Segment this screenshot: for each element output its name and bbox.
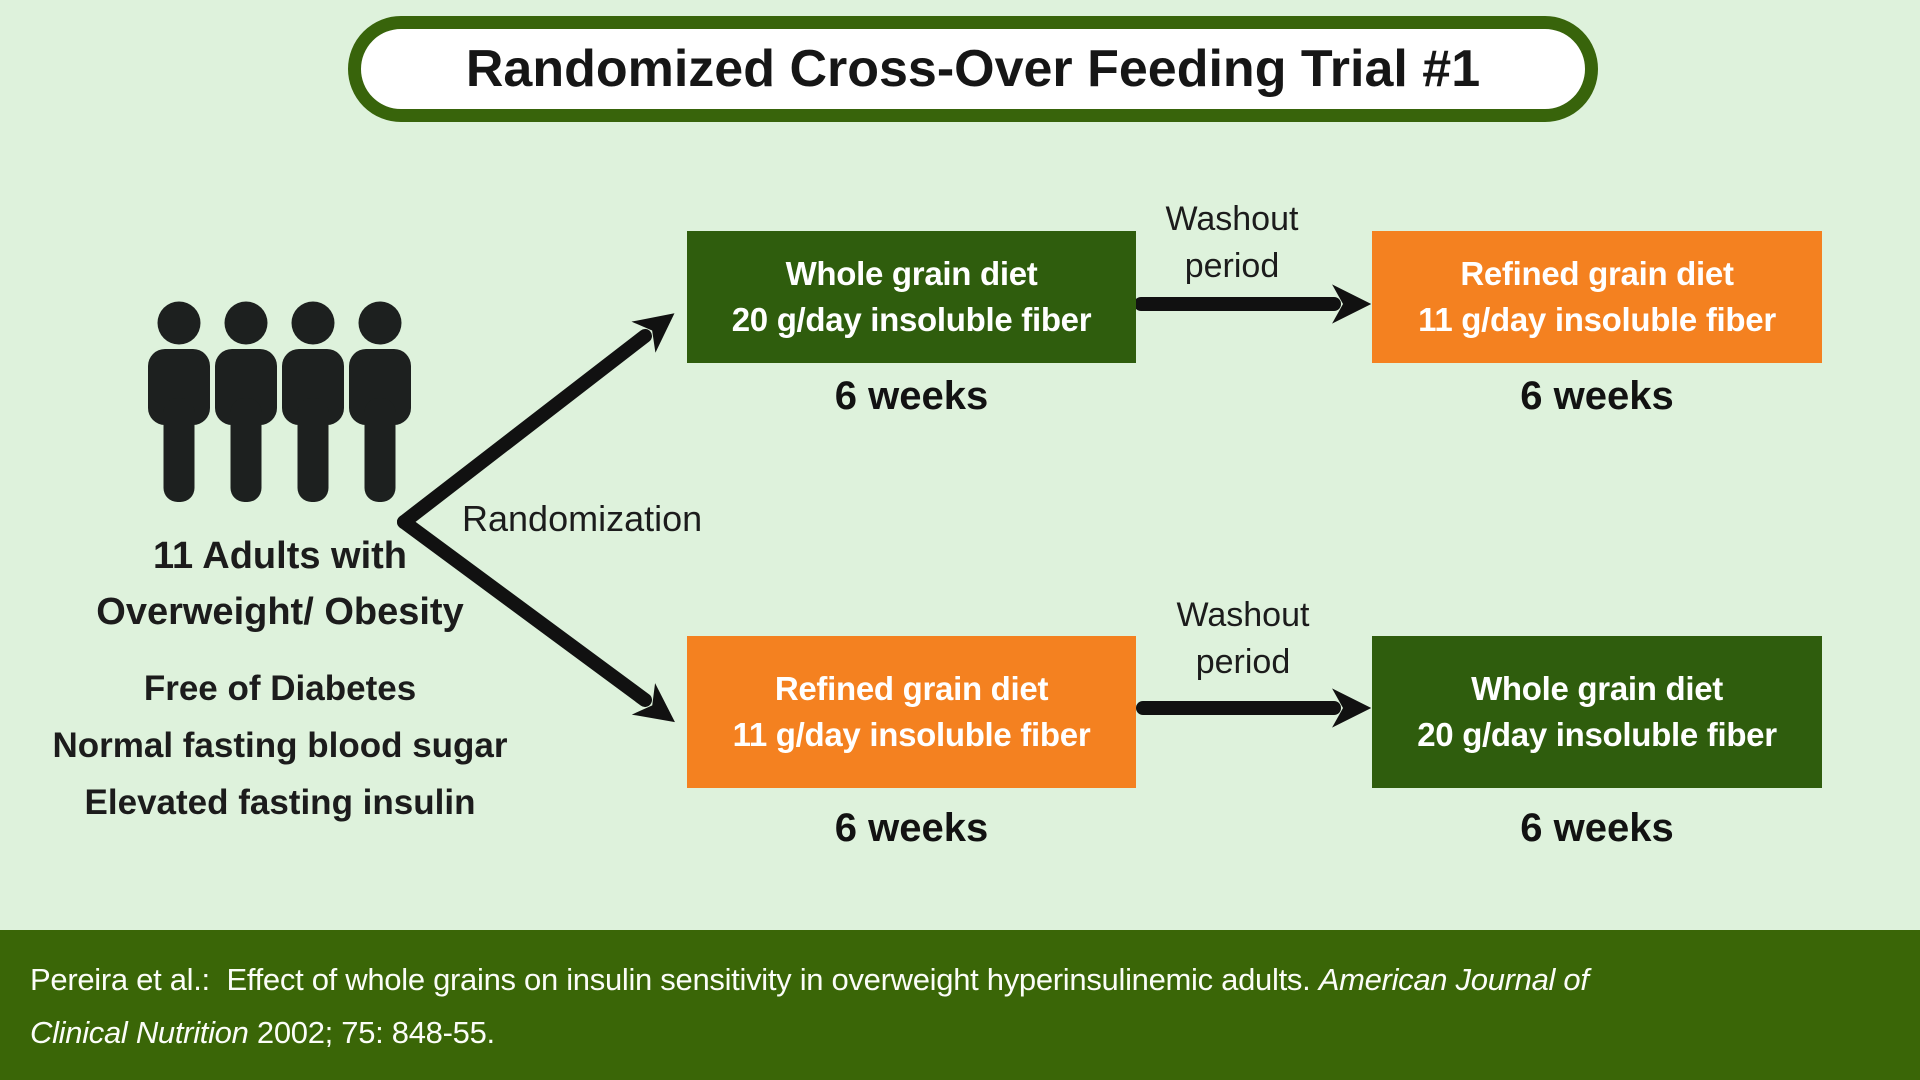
person-icon xyxy=(148,301,210,502)
criteria-line: Free of Diabetes xyxy=(143,669,417,708)
citation-journal-name: American Journal of xyxy=(1318,962,1589,997)
diet-box-subtitle: 20 g/day insoluble fiber xyxy=(1417,716,1777,753)
citation-text: Pereira et al.: Effect of whole grains o… xyxy=(30,962,1319,997)
washout-word: Washout xyxy=(1176,596,1310,634)
citation-journal-name: Clinical Nutrition xyxy=(30,1015,249,1050)
cohort-criteria: Free of Diabetes Normal fasting blood su… xyxy=(5,660,555,831)
diet-box-title: Refined grain diet xyxy=(774,670,1049,707)
diet-box-subtitle: 20 g/day insoluble fiber xyxy=(731,301,1092,338)
cohort-headline-line1: 11 Adults with xyxy=(152,535,408,577)
washout-word: Washout xyxy=(1165,200,1299,238)
duration-label: 6 weeks xyxy=(1520,374,1674,418)
citation-line-2: Clinical Nutrition 2002; 75: 848-55. xyxy=(30,1006,1890,1059)
title-banner: Randomized Cross-Over Feeding Trial #1 xyxy=(348,16,1598,122)
washout-label-top: Washout period xyxy=(1107,196,1357,290)
diet-box-title: Refined grain diet xyxy=(1460,255,1734,292)
person-icon xyxy=(215,301,277,502)
person-icon xyxy=(282,301,344,502)
citation-text: 2002; 75: 848-55. xyxy=(248,1015,495,1050)
washout-word: period xyxy=(1184,247,1280,285)
page-title: Randomized Cross-Over Feeding Trial #1 xyxy=(465,40,1481,98)
randomization-arrow-up-icon xyxy=(397,313,675,529)
diet-box-subtitle: 11 g/day insoluble fiber xyxy=(1418,301,1776,338)
diet-box-title: Whole grain diet xyxy=(785,255,1038,292)
whole-grain-diet-box-arm2: Whole grain diet 20 g/day insoluble fibe… xyxy=(1372,636,1822,788)
duration-label: 6 weeks xyxy=(1520,806,1674,850)
randomization-label: Randomization xyxy=(462,498,703,539)
person-icon xyxy=(349,301,411,502)
diet-box-title: Whole grain diet xyxy=(1471,670,1723,707)
citation-footer: Pereira et al.: Effect of whole grains o… xyxy=(0,930,1920,1080)
refined-grain-diet-box-arm2: Refined grain diet 11 g/day insoluble fi… xyxy=(687,636,1136,788)
refined-grain-diet-box-arm1: Refined grain diet 11 g/day insoluble fi… xyxy=(1372,231,1822,363)
washout-word: period xyxy=(1195,643,1291,681)
duration-label: 6 weeks xyxy=(834,806,989,850)
whole-grain-diet-box-arm1: Whole grain diet 20 g/day insoluble fibe… xyxy=(687,231,1136,363)
citation-line-1: Pereira et al.: Effect of whole grains o… xyxy=(30,953,1890,1006)
duration-label: 6 weeks xyxy=(834,374,989,418)
cohort-headline: 11 Adults with Overweight/ Obesity xyxy=(10,528,550,640)
criteria-line: Elevated fasting insulin xyxy=(84,783,476,822)
diet-box-subtitle: 11 g/day insoluble fiber xyxy=(732,716,1091,753)
cohort-headline-line2: Overweight/ Obesity xyxy=(96,591,464,633)
washout-label-bottom: Washout period xyxy=(1118,592,1368,686)
group-of-people-icon xyxy=(148,301,411,502)
criteria-line: Normal fasting blood sugar xyxy=(52,726,508,765)
